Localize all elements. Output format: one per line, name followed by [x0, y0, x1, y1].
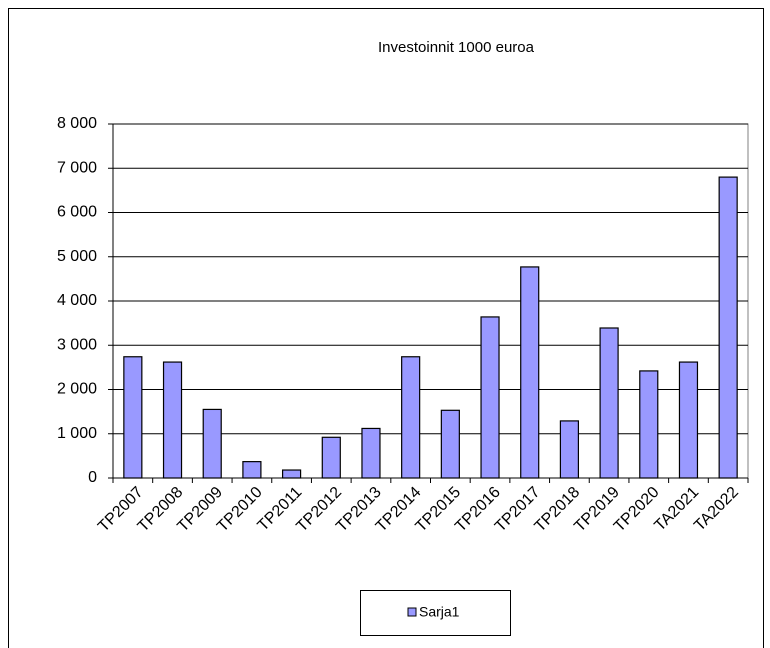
bar — [440, 409, 460, 479]
bar — [202, 408, 222, 479]
bar — [321, 436, 341, 479]
bar — [678, 361, 699, 479]
legend-box — [360, 590, 511, 636]
y-tick-label: 5 000 — [57, 248, 97, 265]
y-tick-label: 8 000 — [57, 115, 97, 132]
bar — [281, 469, 302, 479]
bar — [639, 370, 659, 479]
legend-label: Sarja1 — [419, 604, 460, 620]
bar — [361, 427, 381, 479]
y-tick-label: 0 — [88, 469, 97, 486]
y-tick-label: 7 000 — [57, 159, 97, 176]
chart-title: Investoinnit 1000 euroa — [378, 39, 535, 56]
bar — [520, 266, 540, 479]
bar — [401, 356, 421, 479]
bar — [123, 356, 143, 479]
y-tick-label: 4 000 — [57, 292, 97, 309]
y-tick-label: 3 000 — [57, 336, 97, 353]
bar — [599, 327, 619, 479]
y-tick-label: 1 000 — [57, 425, 97, 442]
bar — [718, 176, 738, 479]
bar — [162, 361, 183, 479]
bar — [559, 420, 580, 479]
y-tick-label: 6 000 — [57, 204, 97, 221]
legend-swatch — [407, 607, 417, 617]
bar — [242, 461, 262, 479]
y-tick-label: 2 000 — [57, 381, 97, 398]
bar — [480, 316, 500, 479]
